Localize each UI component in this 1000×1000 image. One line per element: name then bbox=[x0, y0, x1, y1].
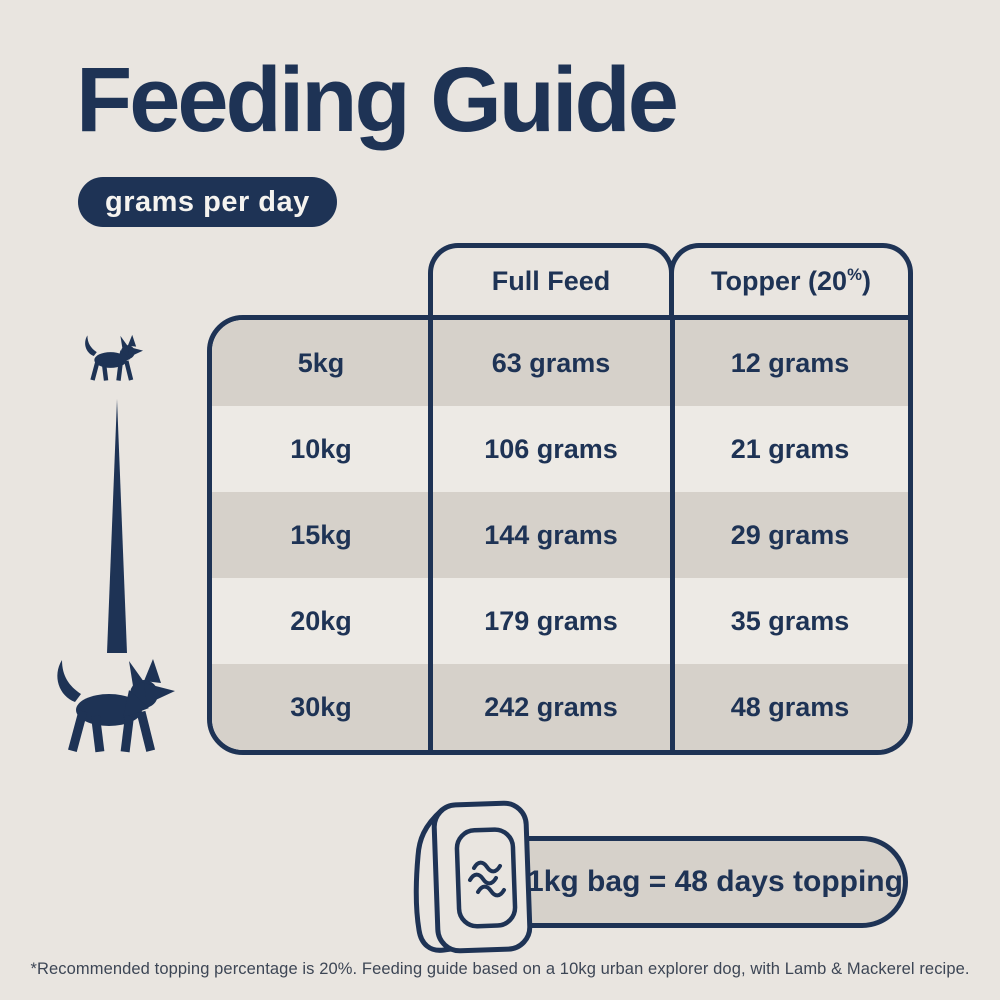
topper-cell: 35 grams bbox=[730, 605, 850, 636]
topper-label: Topper (20%) bbox=[711, 266, 871, 297]
topper-label-suffix: ) bbox=[861, 266, 871, 296]
weight-cell: 20kg bbox=[290, 605, 352, 636]
column-header-full-feed: Full Feed bbox=[428, 243, 674, 315]
full-feed-cell: 179 grams bbox=[484, 605, 618, 636]
full-feed-cell: 242 grams bbox=[484, 691, 618, 722]
topper-cell: 21 grams bbox=[730, 433, 850, 464]
topper-cell: 12 grams bbox=[730, 347, 850, 378]
page-title: Feeding Guide bbox=[76, 49, 679, 151]
table-row: 20kg 179 grams 35 grams bbox=[212, 578, 908, 664]
topper-cell: 48 grams bbox=[730, 691, 850, 722]
food-bag-icon bbox=[413, 800, 533, 954]
small-dog-icon bbox=[85, 334, 144, 381]
topper-percent-superscript: % bbox=[847, 265, 862, 284]
topper-cell: 29 grams bbox=[730, 519, 850, 550]
full-feed-cell: 106 grams bbox=[484, 433, 618, 464]
weight-cell: 30kg bbox=[290, 691, 352, 722]
bag-callout-text: 1kg bag = 48 days topping bbox=[527, 865, 903, 898]
grams-per-day-badge: grams per day bbox=[78, 177, 337, 227]
footnote: *Recommended topping percentage is 20%. … bbox=[30, 960, 970, 978]
table-column-divider bbox=[428, 315, 433, 755]
full-feed-cell: 63 grams bbox=[491, 347, 611, 378]
topper-label-prefix: Topper (20 bbox=[711, 266, 848, 296]
feeding-table: 5kg 63 grams 12 grams 10kg 106 grams 21 … bbox=[207, 315, 913, 755]
full-feed-label: Full Feed bbox=[491, 266, 611, 296]
weight-cell: 15kg bbox=[290, 519, 352, 550]
table-row: 30kg 242 grams 48 grams bbox=[212, 664, 908, 750]
table-row: 15kg 144 grams 29 grams bbox=[212, 492, 908, 578]
full-feed-cell: 144 grams bbox=[484, 519, 618, 550]
table-column-divider bbox=[670, 315, 675, 755]
weight-cell: 5kg bbox=[297, 347, 345, 378]
weight-cell: 10kg bbox=[290, 433, 352, 464]
size-scale-wedge bbox=[107, 399, 127, 653]
table-row: 10kg 106 grams 21 grams bbox=[212, 406, 908, 492]
table-row: 5kg 63 grams 12 grams bbox=[212, 320, 908, 406]
large-dog-icon bbox=[57, 659, 175, 753]
column-header-topper: Topper (20%) bbox=[669, 243, 913, 315]
